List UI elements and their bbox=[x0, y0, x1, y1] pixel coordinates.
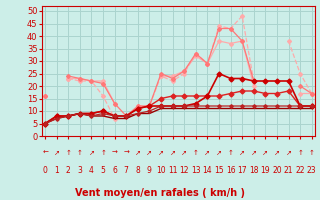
Text: 10: 10 bbox=[156, 166, 166, 175]
Text: 11: 11 bbox=[168, 166, 177, 175]
Text: ↗: ↗ bbox=[251, 150, 257, 156]
Text: ↗: ↗ bbox=[274, 150, 280, 156]
Text: ↗: ↗ bbox=[216, 150, 222, 156]
Text: →: → bbox=[112, 150, 117, 156]
Text: →: → bbox=[123, 150, 129, 156]
Text: ↑: ↑ bbox=[65, 150, 71, 156]
Text: ↗: ↗ bbox=[158, 150, 164, 156]
Text: 15: 15 bbox=[214, 166, 224, 175]
Text: ↑: ↑ bbox=[100, 150, 106, 156]
Text: ↑: ↑ bbox=[228, 150, 234, 156]
Text: 13: 13 bbox=[191, 166, 201, 175]
Text: ↑: ↑ bbox=[193, 150, 199, 156]
Text: 19: 19 bbox=[260, 166, 270, 175]
Text: 21: 21 bbox=[284, 166, 293, 175]
Text: 22: 22 bbox=[295, 166, 305, 175]
Text: ↗: ↗ bbox=[204, 150, 210, 156]
Text: ↗: ↗ bbox=[170, 150, 176, 156]
Text: ↑: ↑ bbox=[309, 150, 315, 156]
Text: ↗: ↗ bbox=[135, 150, 141, 156]
Text: Vent moyen/en rafales ( km/h ): Vent moyen/en rafales ( km/h ) bbox=[75, 188, 245, 198]
Text: ↗: ↗ bbox=[54, 150, 60, 156]
Text: 4: 4 bbox=[89, 166, 94, 175]
Text: ←: ← bbox=[42, 150, 48, 156]
Text: 8: 8 bbox=[135, 166, 140, 175]
Text: ↗: ↗ bbox=[147, 150, 152, 156]
Text: 17: 17 bbox=[237, 166, 247, 175]
Text: 12: 12 bbox=[180, 166, 189, 175]
Text: ↑: ↑ bbox=[77, 150, 83, 156]
Text: 16: 16 bbox=[226, 166, 236, 175]
Text: ↗: ↗ bbox=[262, 150, 268, 156]
Text: 5: 5 bbox=[100, 166, 106, 175]
Text: ↗: ↗ bbox=[285, 150, 292, 156]
Text: 7: 7 bbox=[124, 166, 129, 175]
Text: ↗: ↗ bbox=[239, 150, 245, 156]
Text: ↗: ↗ bbox=[89, 150, 94, 156]
Text: 3: 3 bbox=[77, 166, 82, 175]
Text: ↑: ↑ bbox=[297, 150, 303, 156]
Text: 23: 23 bbox=[307, 166, 316, 175]
Text: 6: 6 bbox=[112, 166, 117, 175]
Text: 0: 0 bbox=[43, 166, 47, 175]
Text: 9: 9 bbox=[147, 166, 152, 175]
Text: ↗: ↗ bbox=[181, 150, 187, 156]
Text: 18: 18 bbox=[249, 166, 259, 175]
Text: 2: 2 bbox=[66, 166, 71, 175]
Text: 20: 20 bbox=[272, 166, 282, 175]
Text: 1: 1 bbox=[54, 166, 59, 175]
Text: 14: 14 bbox=[203, 166, 212, 175]
